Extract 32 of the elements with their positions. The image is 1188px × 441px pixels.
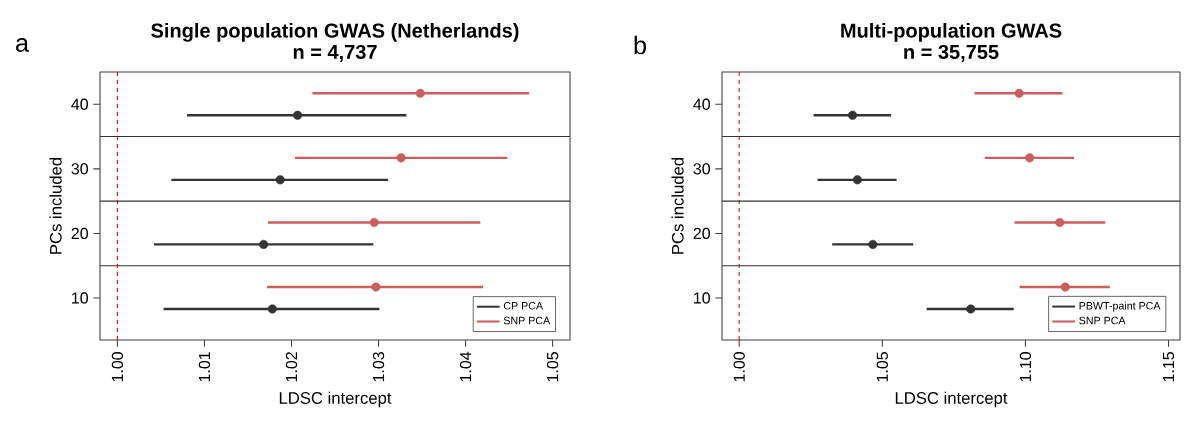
text: a bbox=[16, 38, 30, 52]
y-axis-title: PCs included bbox=[671, 157, 684, 254]
legend-label: SNP PCA bbox=[1079, 316, 1126, 325]
x-tick-label: 1.04 bbox=[459, 351, 472, 382]
chart-subtitle: n = 4,737 bbox=[293, 44, 377, 62]
x-tick-label: 1.15 bbox=[1162, 352, 1175, 382]
y-tick-label: 10 bbox=[694, 292, 711, 304]
x-axis-title: LDSC intercept bbox=[895, 391, 1008, 408]
y-axis-title: PCs included bbox=[49, 157, 62, 254]
chart-title: Single population GWAS (Netherlands) bbox=[151, 23, 519, 42]
text: b bbox=[634, 35, 646, 55]
legend-label: CP PCA bbox=[503, 301, 544, 310]
y-tick-label: 40 bbox=[71, 98, 89, 110]
legend-label: SNP PCA bbox=[503, 316, 551, 325]
y-tick-label: 20 bbox=[693, 227, 711, 240]
chart-title: Multi-population GWAS bbox=[841, 23, 1062, 42]
x-tick-label: 1.02 bbox=[285, 352, 298, 382]
x-tick-label: 1.00 bbox=[111, 351, 124, 382]
y-tick-label: 10 bbox=[72, 292, 89, 304]
y-tick-label: 30 bbox=[693, 163, 711, 175]
x-tick-label: 1.00 bbox=[733, 351, 745, 382]
x-tick-label: 1.03 bbox=[372, 352, 385, 382]
legend-label: PBWT-paint PCA bbox=[1079, 301, 1161, 312]
x-axis-title: LDSC intercept bbox=[279, 391, 392, 408]
y-tick-label: 40 bbox=[693, 98, 711, 110]
x-tick-label: 1.01 bbox=[198, 352, 211, 382]
x-tick-label: 1.05 bbox=[876, 352, 888, 382]
chart-subtitle: n = 35,755 bbox=[904, 44, 999, 62]
y-tick-label: 30 bbox=[71, 163, 89, 175]
y-tick-label: 20 bbox=[71, 227, 89, 240]
x-tick-label: 1.05 bbox=[546, 352, 559, 382]
x-tick-label: 1.10 bbox=[1019, 351, 1032, 382]
